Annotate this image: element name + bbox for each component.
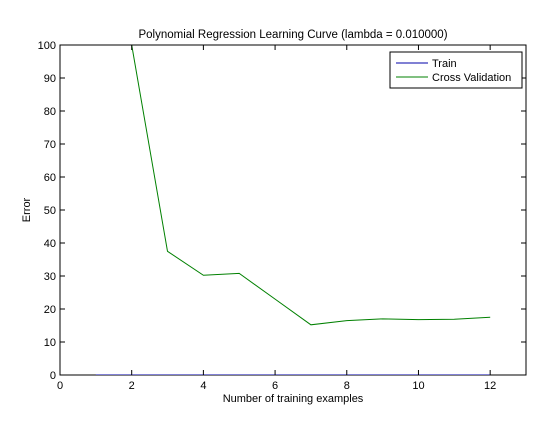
legend: Train Cross Validation [390,52,522,88]
x-tick-label: 10 [412,380,424,392]
y-tick-label: 90 [44,73,56,85]
x-tick-label: 6 [272,380,278,392]
y-tick-label: 70 [44,139,56,151]
x-tick-label: 0 [57,380,63,392]
x-axis-label: Number of training examples [223,393,364,405]
plot-area [60,45,526,375]
y-tick-label: 60 [44,172,56,184]
x-tick-label: 2 [129,380,135,392]
y-axis: 0 10 20 30 40 50 60 70 80 90 100 [38,40,526,382]
y-tick-label: 50 [44,205,56,217]
x-tick-label: 8 [344,380,350,392]
y-axis-label: Error [21,197,33,222]
y-tick-label: 80 [44,106,56,118]
y-tick-label: 10 [44,337,56,349]
y-tick-label: 0 [50,370,56,382]
x-tick-label: 4 [200,380,206,392]
y-tick-label: 20 [44,304,56,316]
x-tick-label: 12 [484,380,496,392]
y-tick-label: 40 [44,238,56,250]
y-tick-label: 30 [44,271,56,283]
legend-label: Cross Validation [432,72,511,84]
x-axis: 0 2 4 6 8 10 12 [57,45,496,392]
series-line-cross-validation [96,0,490,325]
legend-label: Train [432,58,457,70]
chart-title: Polynomial Regression Learning Curve (la… [138,29,447,41]
y-tick-label: 100 [38,40,56,52]
